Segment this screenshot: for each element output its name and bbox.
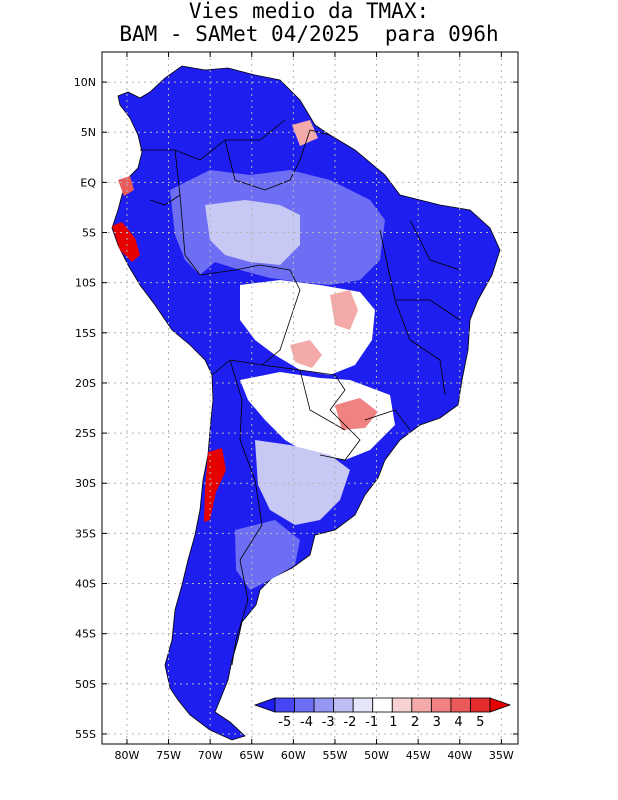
lat-tick-label: EQ <box>80 176 96 189</box>
lat-tick-label: 30S <box>75 477 96 490</box>
lon-tick-label: 80W <box>115 749 140 762</box>
colorbar-swatch <box>450 697 471 713</box>
lat-tick-label: 45S <box>75 628 96 641</box>
lat-tick-label: 15S <box>75 327 96 340</box>
lat-tick-label: 5S <box>82 227 96 240</box>
warm-patch-mato-grosso <box>290 340 322 368</box>
lon-tick-label: 40W <box>447 749 472 762</box>
colorbar-swatch <box>333 697 354 713</box>
colorbar-label: 4 <box>454 715 462 730</box>
colorbar-label: 3 <box>433 715 441 730</box>
colorbar-label: -4 <box>300 715 313 730</box>
warm-patch-guiana <box>292 120 318 146</box>
southern-brazil-near-zero <box>240 372 395 460</box>
colorbar-label: -2 <box>343 715 356 730</box>
colorbar-swatch <box>352 697 374 713</box>
map-title: Vies medio da TMAX: BAM - SAMet 04/2025 … <box>0 0 618 46</box>
colorbar-label: -5 <box>278 715 291 730</box>
colorbar-swatch <box>470 697 491 713</box>
lat-tick-label: 5N <box>81 126 96 139</box>
colorbar-label: -1 <box>365 715 378 730</box>
lat-tick-label: 35S <box>75 527 96 540</box>
patagonia-mild-bias <box>235 520 300 590</box>
lon-tick-label: 35W <box>489 749 514 762</box>
lat-tick-label: 50S <box>75 678 96 691</box>
colorbar-swatch <box>274 697 295 713</box>
title-line-2: BAM - SAMet 04/2025 para 096h <box>119 22 499 46</box>
lon-tick-label: 75W <box>156 749 181 762</box>
latitude-axis: 10N 5N EQ 5S 10S 15S 20S 25S 30S 35S 40S 45S 50S 55S <box>74 76 518 741</box>
lon-tick-label: 70W <box>198 749 223 762</box>
map-frame <box>101 51 519 745</box>
title-line-1: Vies medio da TMAX: <box>188 0 430 23</box>
colorbar-swatch <box>430 697 452 713</box>
colorbar-label: 2 <box>411 715 419 730</box>
colorbar-label: -3 <box>322 715 335 730</box>
lon-tick-label: 50W <box>364 749 389 762</box>
lat-tick-label: 10N <box>74 76 96 89</box>
lat-tick-label: 10S <box>75 277 96 290</box>
hot-patch-ecuador <box>118 176 134 196</box>
colorbar: -5 -4 -3 -2 -1 1 2 3 4 5 <box>253 697 512 730</box>
lon-tick-label: 60W <box>281 749 306 762</box>
colorbar-swatch <box>391 697 413 713</box>
lon-tick-label: 45W <box>406 749 431 762</box>
grid-lines <box>102 52 518 744</box>
lat-tick-label: 20S <box>75 377 96 390</box>
longitude-axis: 80W 75W 70W 65W 60W 55W 50W 45W 40W 35W <box>115 52 514 762</box>
hot-patch-chile-andes <box>204 448 226 522</box>
warm-patch-bolivia <box>330 290 358 330</box>
colorbar-swatch <box>313 697 335 713</box>
colorbar-swatch <box>411 697 432 713</box>
colorbar-swatch <box>294 697 315 713</box>
warm-patch-southern-brazil <box>335 398 378 430</box>
colorbar-max-arrow <box>489 697 512 713</box>
colorbar-label: 1 <box>389 715 397 730</box>
hot-patch-peru-coast <box>112 222 140 262</box>
lon-tick-label: 55W <box>323 749 348 762</box>
lat-tick-label: 25S <box>75 427 96 440</box>
argentina-light-bias <box>255 440 350 525</box>
colorbar-swatch <box>372 697 393 713</box>
lon-tick-label: 65W <box>239 749 264 762</box>
lat-tick-label: 55S <box>75 728 96 741</box>
lat-tick-label: 40S <box>75 578 96 591</box>
colorbar-label: 5 <box>476 715 484 730</box>
